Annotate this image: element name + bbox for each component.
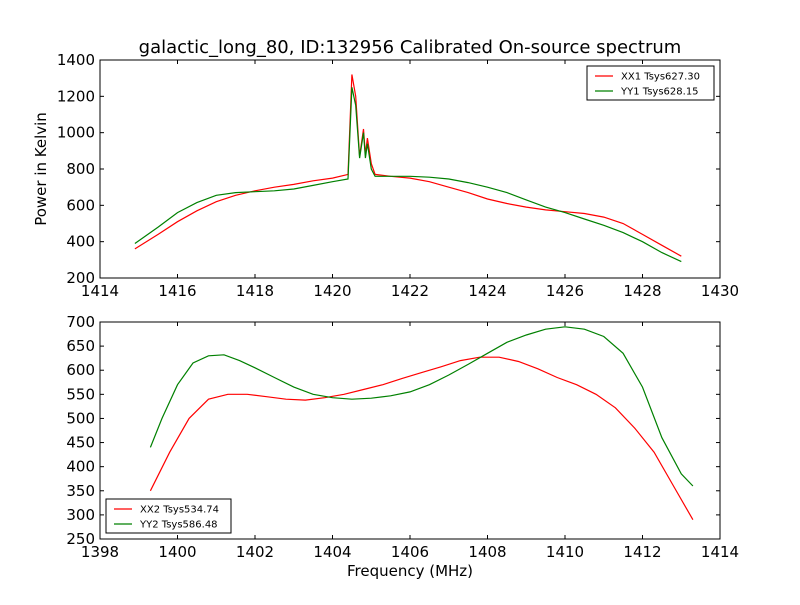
y-tick-label: 250 bbox=[66, 530, 95, 548]
x-tick-label: 1430 bbox=[701, 282, 739, 300]
x-tick-label: 1404 bbox=[313, 543, 351, 561]
series-line-1 bbox=[149, 356, 694, 520]
x-tick-label: 1412 bbox=[623, 543, 661, 561]
legend-box bbox=[105, 498, 232, 534]
y-tick-label: 700 bbox=[66, 313, 95, 331]
chart-title: galactic_long_80, ID:132956 Calibrated O… bbox=[139, 37, 682, 58]
y-tick-label: 400 bbox=[66, 458, 95, 476]
y-tick-label: 1200 bbox=[57, 87, 95, 105]
y-tick-label: 450 bbox=[66, 434, 95, 452]
x-tick-label: 1422 bbox=[391, 282, 429, 300]
x-tick-label: 1414 bbox=[81, 282, 119, 300]
x-tick-label: 1408 bbox=[468, 543, 506, 561]
legend-entry: XX2 Tsys534.74 bbox=[140, 505, 219, 516]
legend: XX1 Tsys627.30 YY1 Tsys628.15 bbox=[586, 65, 715, 101]
x-tick-label: 1420 bbox=[313, 282, 351, 300]
series-line-2 bbox=[134, 87, 682, 263]
series-line-2 bbox=[149, 326, 694, 487]
x-tick-label: 1400 bbox=[158, 543, 196, 561]
x-tick-label: 1428 bbox=[623, 282, 661, 300]
top-subplot: 1414 1416 1418 1420 1422 1424 1426 1428 1430 200 4… bbox=[32, 37, 739, 300]
legend-entry: XX1 Tsys627.30 bbox=[621, 72, 700, 83]
legend: XX2 Tsys534.74 YY2 Tsys586.48 bbox=[105, 498, 232, 534]
y-tick-label: 400 bbox=[66, 233, 95, 251]
x-tick-label: 1418 bbox=[236, 282, 274, 300]
x-tick-label: 1426 bbox=[546, 282, 584, 300]
y-tick-label: 300 bbox=[66, 506, 95, 524]
x-tick-label: 1410 bbox=[546, 543, 584, 561]
y-tick-label: 1000 bbox=[57, 124, 95, 142]
y-axis-label: Power in Kelvin bbox=[32, 112, 50, 226]
y-tick-label: 800 bbox=[66, 160, 95, 178]
x-tick-label: 1398 bbox=[81, 543, 119, 561]
y-tick-label: 600 bbox=[66, 361, 95, 379]
x-axis-label: Frequency (MHz) bbox=[347, 562, 473, 580]
y-tick-label: 650 bbox=[66, 337, 95, 355]
legend-entry: YY1 Tsys628.15 bbox=[620, 87, 699, 98]
y-tick-label: 500 bbox=[66, 409, 95, 427]
y-tick-label: 1400 bbox=[57, 51, 95, 69]
x-tick-label: 1424 bbox=[468, 282, 506, 300]
x-tick-label: 1416 bbox=[158, 282, 196, 300]
x-tick-label: 1402 bbox=[236, 543, 274, 561]
y-tick-label: 200 bbox=[66, 269, 95, 287]
legend-box bbox=[586, 65, 715, 101]
x-tick-label: 1414 bbox=[701, 543, 739, 561]
x-tick-label: 1406 bbox=[391, 543, 429, 561]
y-tick-label: 600 bbox=[66, 196, 95, 214]
legend-entry: YY2 Tsys586.48 bbox=[139, 520, 218, 531]
bottom-subplot: 1398 1400 1402 1404 1406 1408 1410 1412 1414 250 3… bbox=[66, 313, 739, 580]
y-tick-label: 550 bbox=[66, 385, 95, 403]
series-line-1 bbox=[134, 74, 682, 257]
y-tick-label: 350 bbox=[66, 482, 95, 500]
